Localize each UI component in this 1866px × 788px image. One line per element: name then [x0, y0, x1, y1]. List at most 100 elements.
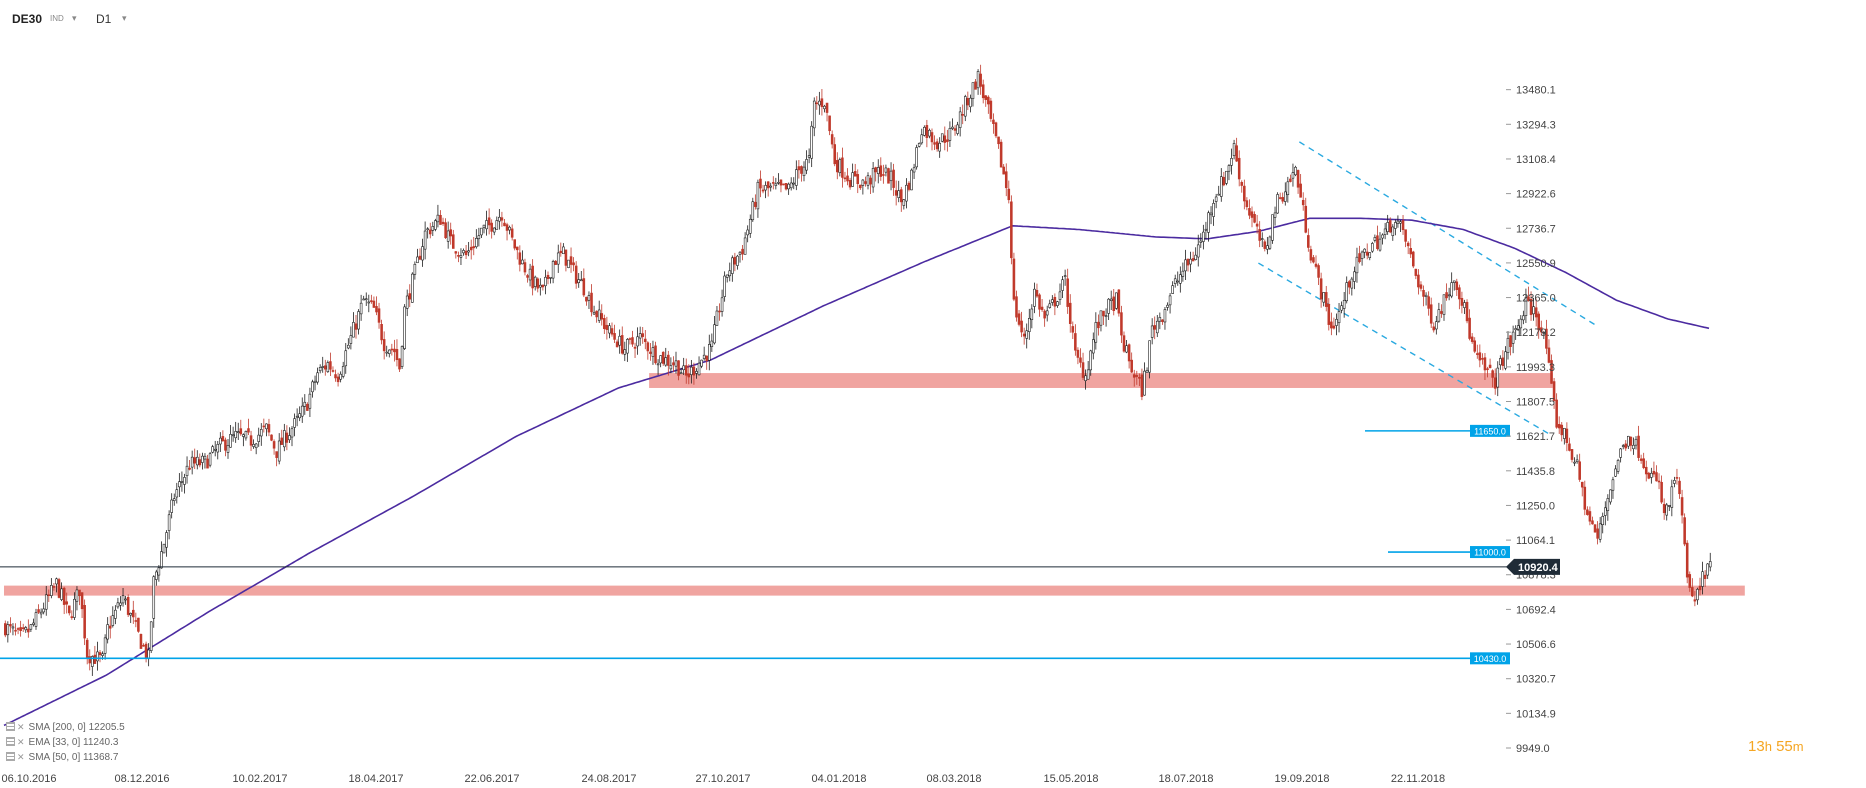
- candle-body: [1680, 497, 1684, 516]
- candle-body: [851, 172, 854, 187]
- candle-body: [434, 220, 437, 230]
- candle-body: [953, 128, 957, 131]
- candle-body: [1132, 374, 1136, 378]
- candle-body: [132, 609, 135, 618]
- timeframe-dropdown-icon[interactable]: ▾: [122, 13, 127, 23]
- candle-body: [1092, 339, 1095, 354]
- candle-body: [341, 366, 345, 377]
- remove-indicator-icon[interactable]: ✕: [17, 722, 25, 732]
- candle-body: [1171, 285, 1174, 294]
- candle-body: [577, 279, 580, 283]
- candle-body: [1388, 220, 1392, 233]
- candle-body: [564, 249, 568, 266]
- indicator-settings-icon[interactable]: [6, 722, 15, 731]
- candle-body: [498, 216, 501, 222]
- remove-indicator-icon[interactable]: ✕: [17, 752, 25, 762]
- timer-minutes-unit: m: [1792, 739, 1804, 754]
- candle-body: [923, 127, 926, 136]
- price-levels[interactable]: 11650.0 11000.0 10430.0: [0, 424, 1510, 665]
- candle-body: [167, 514, 171, 531]
- candle-body: [582, 278, 586, 296]
- candle-body: [1345, 282, 1348, 302]
- candle-body: [841, 157, 844, 178]
- time-axis[interactable]: 06.10.2016 08.12.2016 10.02.2017 18.04.2017…: [1, 773, 1445, 785]
- price-zone: [649, 373, 1553, 388]
- candle-body: [1683, 517, 1686, 545]
- timeframe-label[interactable]: D1: [96, 12, 112, 26]
- price-axis[interactable]: 13480.1 13294.3 13108.4 12922.6 12736.7 12550…: [1506, 85, 1556, 755]
- candle-body: [96, 651, 99, 662]
- candle-body: [165, 532, 168, 548]
- candle-body: [1634, 438, 1638, 446]
- candle-body: [1225, 170, 1228, 184]
- indicator-sma-200[interactable]: ✕ SMA [200, 0] 12205.5: [6, 722, 125, 733]
- candle-body: [231, 434, 235, 437]
- candle-body: [1071, 326, 1075, 333]
- candle-body: [121, 595, 125, 604]
- indicator-sma-50[interactable]: ✕ SMA [50, 0] 11368.7: [6, 752, 118, 763]
- candle-body: [1506, 337, 1510, 353]
- candle-body: [147, 649, 150, 659]
- candle-body: [1089, 350, 1092, 371]
- candle-body: [98, 652, 102, 656]
- candle-body: [206, 458, 209, 469]
- candle-body: [1586, 509, 1589, 515]
- remove-indicator-icon[interactable]: ✕: [17, 737, 25, 747]
- symbol-label[interactable]: DE30: [12, 12, 43, 26]
- candle-body: [595, 310, 598, 318]
- candle-body: [347, 344, 350, 349]
- candle-body: [574, 265, 578, 284]
- candle-body: [1324, 292, 1328, 307]
- candles: [4, 64, 1712, 676]
- candle-body: [380, 323, 383, 341]
- candle-body: [462, 250, 465, 254]
- candle-body: [915, 147, 918, 168]
- indicator-ema-33[interactable]: ✕ EMA [33, 0] 11240.3: [6, 737, 118, 748]
- candle-body: [554, 260, 557, 265]
- indicator-settings-icon[interactable]: [6, 752, 15, 761]
- candle-body: [736, 255, 739, 266]
- candle-body: [1532, 306, 1535, 315]
- candle-body: [1273, 212, 1277, 218]
- candle-body: [720, 297, 724, 312]
- candle-body: [1294, 166, 1297, 176]
- candle-body: [426, 228, 429, 231]
- current-price: 10920.4: [0, 558, 1560, 575]
- candle-body: [1125, 345, 1128, 353]
- candle-body: [1266, 245, 1269, 250]
- indicator-settings-icon[interactable]: [6, 737, 15, 746]
- candle-body: [1245, 200, 1249, 208]
- candle-body: [833, 144, 836, 165]
- candle-body: [85, 639, 89, 659]
- candle-body: [1383, 228, 1387, 235]
- candle-body: [175, 489, 179, 498]
- candle-body: [864, 181, 867, 184]
- candle-body: [1481, 358, 1484, 360]
- candle-body: [1619, 448, 1622, 458]
- candle-body: [91, 656, 94, 667]
- candle-body: [29, 624, 33, 630]
- candle-body: [139, 634, 143, 649]
- candle-body: [492, 227, 496, 233]
- candle-body: [884, 167, 888, 173]
- candle-body: [331, 370, 335, 372]
- candle-body: [1348, 281, 1351, 288]
- candle-body: [1017, 313, 1021, 325]
- candle-body: [283, 430, 286, 448]
- candle-body: [359, 302, 363, 315]
- candle-body: [62, 587, 66, 605]
- candle-body: [1043, 310, 1046, 319]
- candle-body: [718, 310, 721, 313]
- candle-body: [966, 98, 970, 106]
- candle-body: [917, 143, 921, 147]
- candle-body: [152, 576, 156, 619]
- y-tick-label: 9949.0: [1516, 743, 1550, 755]
- symbol-dropdown-icon[interactable]: ▾: [72, 13, 77, 23]
- candle-body: [490, 222, 493, 232]
- indicator-label: EMA [33, 0] 11240.3: [28, 737, 119, 748]
- candle-body: [1691, 587, 1694, 597]
- candle-body: [382, 339, 386, 352]
- candle-body: [390, 348, 394, 351]
- candle-body: [1189, 258, 1192, 265]
